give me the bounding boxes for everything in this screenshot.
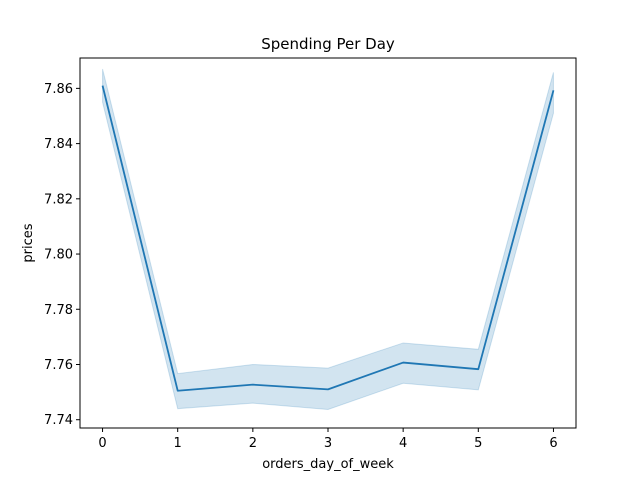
chart-title: Spending Per Day bbox=[261, 35, 395, 53]
x-tick-label: 1 bbox=[174, 436, 182, 451]
x-axis-label: orders_day_of_week bbox=[262, 457, 394, 472]
y-tick-label: 7.86 bbox=[44, 82, 73, 97]
x-tick-label: 6 bbox=[549, 436, 557, 451]
y-tick-label: 7.84 bbox=[44, 137, 73, 152]
x-axis-ticks: 0 1 2 3 4 5 6 bbox=[98, 428, 558, 451]
y-tick-label: 7.74 bbox=[44, 413, 73, 428]
plot-area bbox=[101, 68, 555, 411]
y-axis-label: prices bbox=[21, 223, 36, 262]
y-tick-label: 7.78 bbox=[44, 303, 73, 318]
x-tick-label: 3 bbox=[324, 436, 332, 451]
x-tick-label: 2 bbox=[249, 436, 257, 451]
x-tick-label: 0 bbox=[98, 436, 106, 451]
confidence-band bbox=[102, 68, 554, 411]
x-tick-label: 5 bbox=[474, 436, 482, 451]
axes-frame bbox=[79, 57, 577, 429]
y-axis-ticks: 7.74 7.76 7.78 7.80 7.82 7.84 7.86 bbox=[44, 82, 80, 428]
x-tick-label: 4 bbox=[399, 436, 407, 451]
y-tick-label: 7.80 bbox=[44, 248, 73, 263]
y-tick-label: 7.76 bbox=[44, 358, 73, 373]
y-tick-label: 7.82 bbox=[44, 192, 73, 207]
series-line bbox=[101, 85, 555, 392]
